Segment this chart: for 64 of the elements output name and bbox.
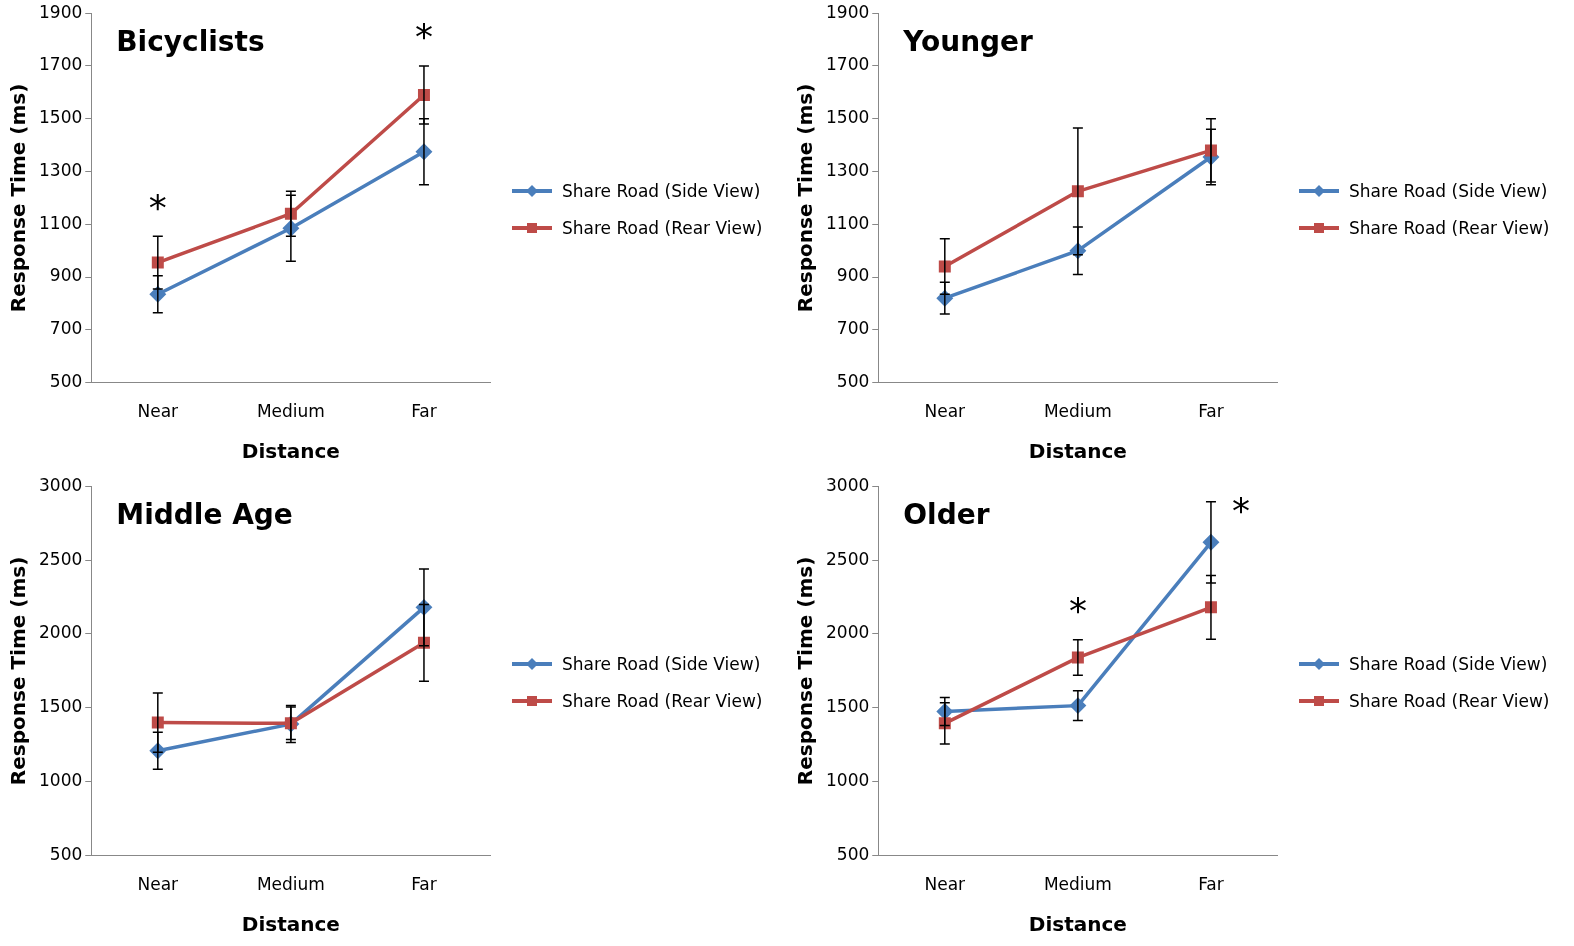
y-tick-label: 500: [836, 844, 870, 865]
y-tick-label: 1700: [826, 54, 870, 75]
x-tick-label: Near: [924, 401, 966, 422]
y-tick-label: 1900: [39, 1, 83, 22]
y-axis-title: Response Time (ms): [793, 83, 818, 313]
y-tick-label: 3000: [39, 474, 83, 495]
y-tick-label: 900: [49, 265, 83, 286]
y-tick-label: 500: [836, 371, 870, 392]
x-axis-title: Distance: [241, 912, 340, 937]
y-axis-title: Response Time (ms): [6, 556, 31, 786]
annotation: *: [148, 186, 167, 228]
x-tick-label: Far: [411, 874, 437, 895]
x-tick-label: Medium: [256, 874, 325, 895]
legend-label: Share Road (Rear View): [562, 690, 763, 711]
y-tick-label: 1100: [826, 212, 870, 233]
legend-label: Share Road (Rear View): [562, 217, 763, 238]
annotation: *: [1231, 490, 1250, 532]
x-tick-label: Medium: [1043, 874, 1112, 895]
x-axis-title: Distance: [1028, 439, 1127, 464]
text: Older: [903, 498, 990, 532]
y-tick-label: 1300: [39, 159, 83, 180]
x-tick-label: Far: [1198, 874, 1224, 895]
x-tick-label: Medium: [1043, 401, 1112, 422]
x-tick-label: Near: [924, 874, 966, 895]
y-tick-label: 1100: [39, 212, 83, 233]
y-axis-title: Response Time (ms): [6, 83, 31, 313]
y-tick-label: 3000: [826, 474, 870, 495]
y-tick-label: 1500: [826, 696, 870, 717]
y-tick-label: 2500: [826, 548, 870, 569]
x-tick-label: Near: [137, 874, 179, 895]
x-axis-title: Distance: [1028, 912, 1127, 937]
y-tick-label: 1500: [39, 107, 83, 128]
y-tick-label: 2000: [826, 622, 870, 643]
y-tick-label: 2500: [39, 548, 83, 569]
x-tick-label: Far: [411, 401, 437, 422]
y-tick-label: 1000: [39, 770, 83, 791]
legend-label: Share Road (Side View): [1349, 653, 1548, 674]
y-tick-label: 700: [49, 318, 83, 339]
legend-label: Share Road (Rear View): [1349, 217, 1550, 238]
y-tick-label: 1700: [39, 54, 83, 75]
y-tick-label: 1000: [826, 770, 870, 791]
y-tick-label: 1500: [39, 696, 83, 717]
text: Younger: [902, 25, 1034, 59]
x-tick-label: Medium: [256, 401, 325, 422]
text: Bicyclists: [116, 25, 265, 59]
y-tick-label: 900: [836, 265, 870, 286]
x-tick-label: Near: [137, 401, 179, 422]
legend-label: Share Road (Rear View): [1349, 690, 1550, 711]
y-tick-label: 1500: [826, 107, 870, 128]
y-tick-label: 500: [49, 371, 83, 392]
y-tick-label: 1900: [826, 1, 870, 22]
annotation: *: [1068, 590, 1087, 632]
y-tick-label: 1300: [826, 159, 870, 180]
x-tick-label: Far: [1198, 401, 1224, 422]
legend-label: Share Road (Side View): [1349, 180, 1548, 201]
text: Middle Age: [116, 498, 293, 532]
legend-label: Share Road (Side View): [562, 180, 761, 201]
y-tick-label: 2000: [39, 622, 83, 643]
y-tick-label: 500: [49, 844, 83, 865]
x-axis-title: Distance: [241, 439, 340, 464]
y-axis-title: Response Time (ms): [793, 556, 818, 786]
legend-label: Share Road (Side View): [562, 653, 761, 674]
annotation: *: [414, 16, 433, 58]
y-tick-label: 700: [836, 318, 870, 339]
